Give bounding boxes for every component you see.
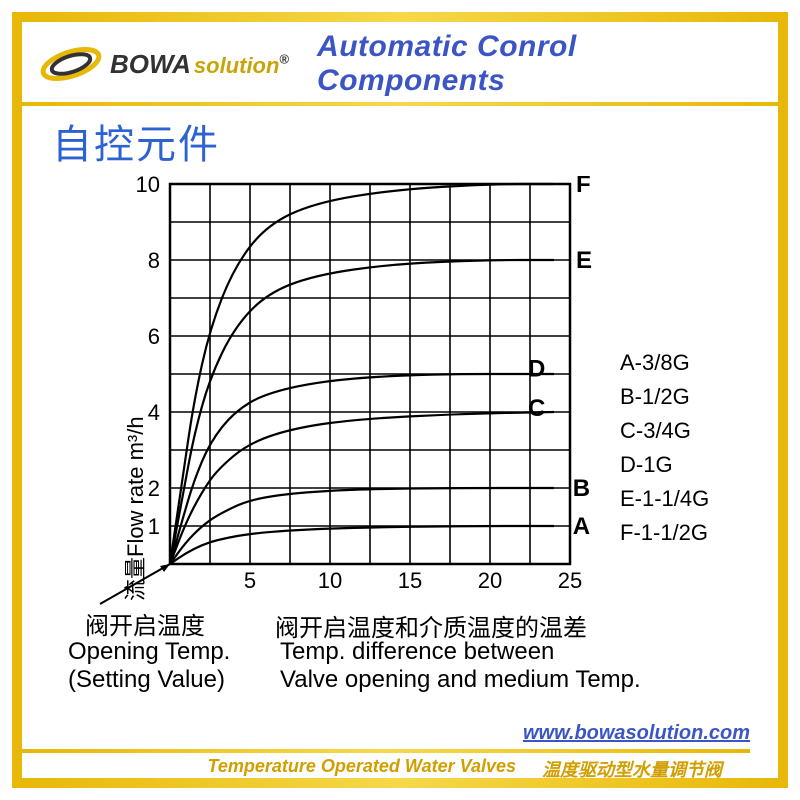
brand-text: BOWAsolution®: [110, 49, 289, 80]
opening-temp-label-en: Opening Temp. (Setting Value): [68, 638, 230, 693]
svg-text:10: 10: [318, 568, 342, 593]
y-axis-label: 流量Flow rate m³/h: [118, 416, 150, 601]
svg-text:A: A: [573, 513, 590, 540]
product-name-cn: 温度驱动型水量调节阀: [542, 756, 722, 782]
product-name-en: Temperature Operated Water Valves: [208, 756, 516, 782]
brand-logo: BOWAsolution®: [40, 40, 289, 88]
legend-item: D-1G: [620, 448, 709, 482]
svg-text:8: 8: [148, 248, 160, 273]
x-axis-label-en: Temp. difference between Valve opening a…: [280, 638, 641, 693]
header: BOWAsolution® Automatic Conrol Component…: [22, 22, 778, 102]
opening-temp-label-cn: 阀开启温度: [85, 606, 205, 641]
legend-item: C-3/4G: [620, 414, 709, 448]
legend-item: E-1-1/4G: [620, 482, 709, 516]
svg-text:B: B: [573, 475, 590, 502]
svg-text:5: 5: [244, 568, 256, 593]
svg-text:15: 15: [398, 568, 422, 593]
series-legend: A-3/8GB-1/2GC-3/4GD-1GE-1-1/4GF-1-1/2G: [620, 346, 709, 551]
legend-item: B-1/2G: [620, 380, 709, 414]
title-chinese: 自控元件: [52, 112, 778, 170]
legend-item: F-1-1/2G: [620, 516, 709, 550]
brand-solution: solution: [194, 53, 280, 78]
svg-text:F: F: [576, 176, 591, 198]
svg-text:25: 25: [558, 568, 582, 593]
svg-text:C: C: [528, 395, 545, 422]
website-url[interactable]: www.bowasolution.com: [523, 722, 750, 744]
svg-text:6: 6: [148, 324, 160, 349]
brand-bowa: BOWA: [110, 49, 191, 79]
svg-text:E: E: [576, 247, 592, 274]
product-card-frame: BOWAsolution® Automatic Conrol Component…: [12, 12, 788, 788]
opening-en-l1: Opening Temp.: [68, 638, 230, 666]
x-en-l2: Valve opening and medium Temp.: [280, 666, 641, 694]
opening-en-l2: (Setting Value): [68, 666, 230, 694]
legend-item: A-3/8G: [620, 346, 709, 380]
registered-icon: ®: [279, 51, 289, 66]
x-en-l1: Temp. difference between: [280, 638, 641, 666]
svg-text:20: 20: [478, 568, 502, 593]
flow-rate-chart: 5101520251246810ABCDEF 流量Flow rate m³/h …: [50, 176, 750, 666]
logo-swoosh-icon: [40, 40, 102, 88]
product-name-row: Temperature Operated Water Valves 温度驱动型水…: [22, 753, 750, 782]
svg-text:10: 10: [136, 176, 160, 197]
svg-text:D: D: [528, 355, 545, 382]
footer: www.bowasolution.com Temperature Operate…: [22, 718, 778, 778]
title-english: Automatic Conrol Components: [317, 30, 760, 98]
header-divider: [22, 102, 778, 106]
